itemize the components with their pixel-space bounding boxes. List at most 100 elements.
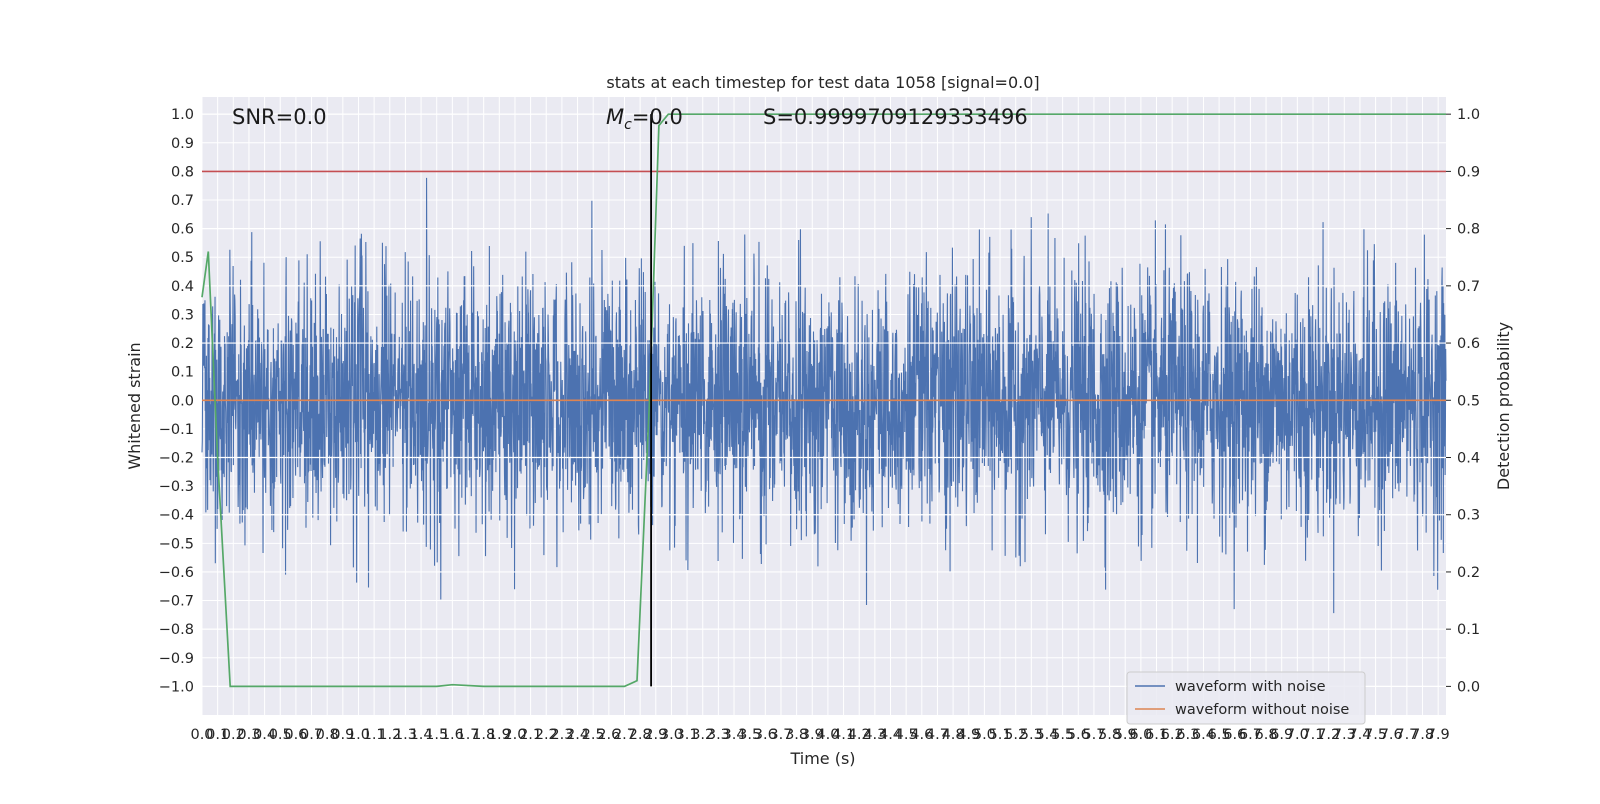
x-tick-label: 1.5 — [425, 727, 448, 743]
x-tick-label: 1.6 — [441, 727, 464, 743]
x-tick-label: 2.6 — [597, 727, 620, 743]
x-tick-label: 5.5 — [1051, 727, 1074, 743]
x-tick-label: 6.2 — [1161, 727, 1184, 743]
y-tick-label: 0.4 — [171, 279, 194, 295]
x-tick-label: 4.8 — [942, 727, 965, 743]
y-tick-label: 0.6 — [171, 222, 194, 238]
y-tick-label: −0.8 — [159, 622, 194, 638]
x-tick-label: 5.6 — [1067, 727, 1090, 743]
y-tick-label: −1.0 — [159, 679, 194, 695]
y-tick-label: −0.7 — [159, 594, 194, 610]
y-tick-label: 0.5 — [171, 250, 194, 266]
y-tick-label: −0.3 — [159, 479, 194, 495]
x-tick-label: 4.3 — [863, 727, 886, 743]
x-tick-label: 7.6 — [1380, 727, 1403, 743]
x-tick-label: 1.9 — [488, 727, 511, 743]
x-tick-label: 2.9 — [644, 727, 667, 743]
x-tick-label: 3.9 — [801, 727, 824, 743]
x-tick-label: 3.8 — [785, 727, 808, 743]
y2-tick-label: 1.0 — [1457, 107, 1480, 123]
y-tick-label: 1.0 — [171, 107, 194, 123]
y2-tick-label: 0.2 — [1457, 565, 1480, 581]
x-tick-label: 3.0 — [660, 727, 683, 743]
x-tick-label: 3.4 — [722, 727, 745, 743]
y2-tick-label: 0.3 — [1457, 508, 1480, 524]
x-tick-label: 7.1 — [1301, 727, 1324, 743]
x-tick-label: 0.3 — [237, 727, 260, 743]
annotation-chirp-mass-symbol: M — [606, 105, 624, 129]
y2-axis-label: Detection probability — [1494, 322, 1513, 490]
y-tick-label: 0.1 — [171, 365, 194, 381]
x-tick-label: 5.3 — [1020, 727, 1043, 743]
x-tick-label: 0.8 — [316, 727, 339, 743]
y2-tick-label: 0.5 — [1457, 393, 1480, 409]
x-tick-label: 6.0 — [1129, 727, 1152, 743]
annotation-chirp-mass-value: =0.0 — [632, 105, 683, 129]
annotation-score: S=0.9999709129333496 — [763, 105, 1028, 129]
y2-tick-label: 0.9 — [1457, 164, 1480, 180]
series-line-detection-probability — [201, 113, 1446, 688]
x-tick-label: 1.7 — [456, 727, 479, 743]
x-tick-label: 5.4 — [1035, 727, 1058, 743]
x-tick-label: 4.2 — [848, 727, 871, 743]
annotation-chirp-mass-subscript: c — [624, 117, 632, 133]
x-tick-label: 7.8 — [1411, 727, 1434, 743]
x-tick-label: 7.5 — [1364, 727, 1387, 743]
legend-label-waveform-with-noise: waveform with noise — [1175, 679, 1326, 695]
annotation-chirp-mass: Mc=0.0 — [606, 105, 683, 133]
y2-tick-label: 0.7 — [1457, 279, 1480, 295]
x-tick-label: 0.9 — [331, 727, 354, 743]
x-tick-label: 0.7 — [300, 727, 323, 743]
x-tick-label: 3.5 — [738, 727, 761, 743]
x-tick-label: 2.7 — [613, 727, 636, 743]
x-tick-label: 7.2 — [1317, 727, 1340, 743]
x-tick-label: 7.9 — [1427, 727, 1450, 743]
x-tick-label: 2.5 — [582, 727, 605, 743]
y-tick-label: −0.2 — [159, 451, 194, 467]
y-tick-label: −0.9 — [159, 651, 194, 667]
x-tick-label: 2.3 — [550, 727, 573, 743]
x-tick-label: 6.9 — [1270, 727, 1293, 743]
x-tick-label: 2.2 — [535, 727, 558, 743]
x-tick-label: 2.1 — [519, 727, 542, 743]
x-tick-label: 5.9 — [1114, 727, 1137, 743]
x-tick-label: 6.7 — [1239, 727, 1262, 743]
y-tick-label: 0.7 — [171, 193, 194, 209]
x-tick-label: 6.1 — [1145, 727, 1168, 743]
x-tick-label: 4.0 — [816, 727, 839, 743]
y-tick-label: 0.3 — [171, 307, 194, 323]
y-tick-label: −0.4 — [159, 508, 194, 524]
x-tick-label: 5.1 — [989, 727, 1012, 743]
x-tick-label: 7.7 — [1395, 727, 1418, 743]
x-tick-label: 1.1 — [363, 727, 386, 743]
x-tick-label: 1.3 — [394, 727, 417, 743]
x-tick-label: 3.7 — [769, 727, 792, 743]
x-tick-label: 3.6 — [754, 727, 777, 743]
x-tick-label: 1.8 — [472, 727, 495, 743]
x-tick-label: 5.8 — [1098, 727, 1121, 743]
y-tick-label: 0.8 — [171, 164, 194, 180]
x-tick-label: 4.7 — [926, 727, 949, 743]
x-tick-label: 4.6 — [910, 727, 933, 743]
series-line-waveform-with-noise — [201, 177, 1447, 614]
y2-tick-label: 0.6 — [1457, 336, 1480, 352]
y-tick-label: 0.2 — [171, 336, 194, 352]
y-axis-ticks: −1.0 −0.9 −0.8 −0.7 −0.6 −0.5 −0.4 −0.3 −0.2 −0.1… — [159, 107, 194, 695]
legend-box — [1126, 671, 1366, 725]
x-tick-label: 1.4 — [410, 727, 433, 743]
x-tick-label: 0.2 — [222, 727, 245, 743]
x-tick-label: 1.0 — [347, 727, 370, 743]
y-tick-label: 0.9 — [171, 136, 194, 152]
x-tick-label: 4.5 — [895, 727, 918, 743]
x-tick-label: 4.4 — [879, 727, 902, 743]
y2-tick-label: 0.1 — [1457, 622, 1480, 638]
y-tick-label: −0.5 — [159, 536, 194, 552]
x-tick-label: 5.2 — [1004, 727, 1027, 743]
x-tick-label: 5.0 — [973, 727, 996, 743]
x-tick-label: 6.5 — [1208, 727, 1231, 743]
x-tick-label: 5.7 — [1082, 727, 1105, 743]
x-tick-label: 0.1 — [206, 727, 229, 743]
annotation-snr: SNR=0.0 — [232, 105, 327, 129]
